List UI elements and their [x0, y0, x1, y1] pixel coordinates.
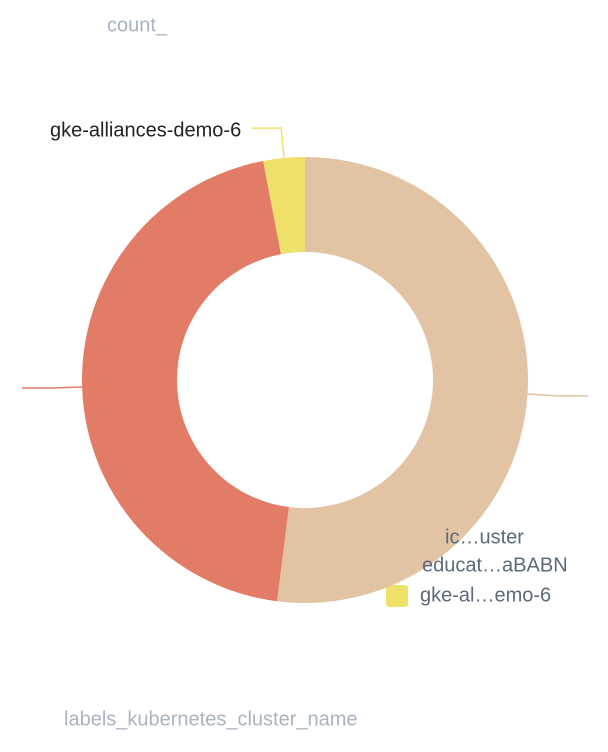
slice	[277, 157, 528, 603]
x-axis-label: labels_kubernetes_cluster_name	[64, 708, 358, 730]
legend-swatch	[386, 585, 408, 607]
slice-label: gke-alliances-demo-6	[50, 119, 241, 141]
leader-line	[251, 127, 285, 159]
legend-label: ic…uster	[445, 526, 524, 548]
slice	[263, 157, 305, 255]
leader-line	[22, 386, 83, 389]
slice	[81, 160, 289, 602]
leader-line	[527, 393, 588, 397]
legend-label: gke-al…emo-6	[420, 584, 551, 606]
legend-label: educat…aBABN	[422, 554, 568, 576]
chart-title: count_	[107, 14, 168, 36]
